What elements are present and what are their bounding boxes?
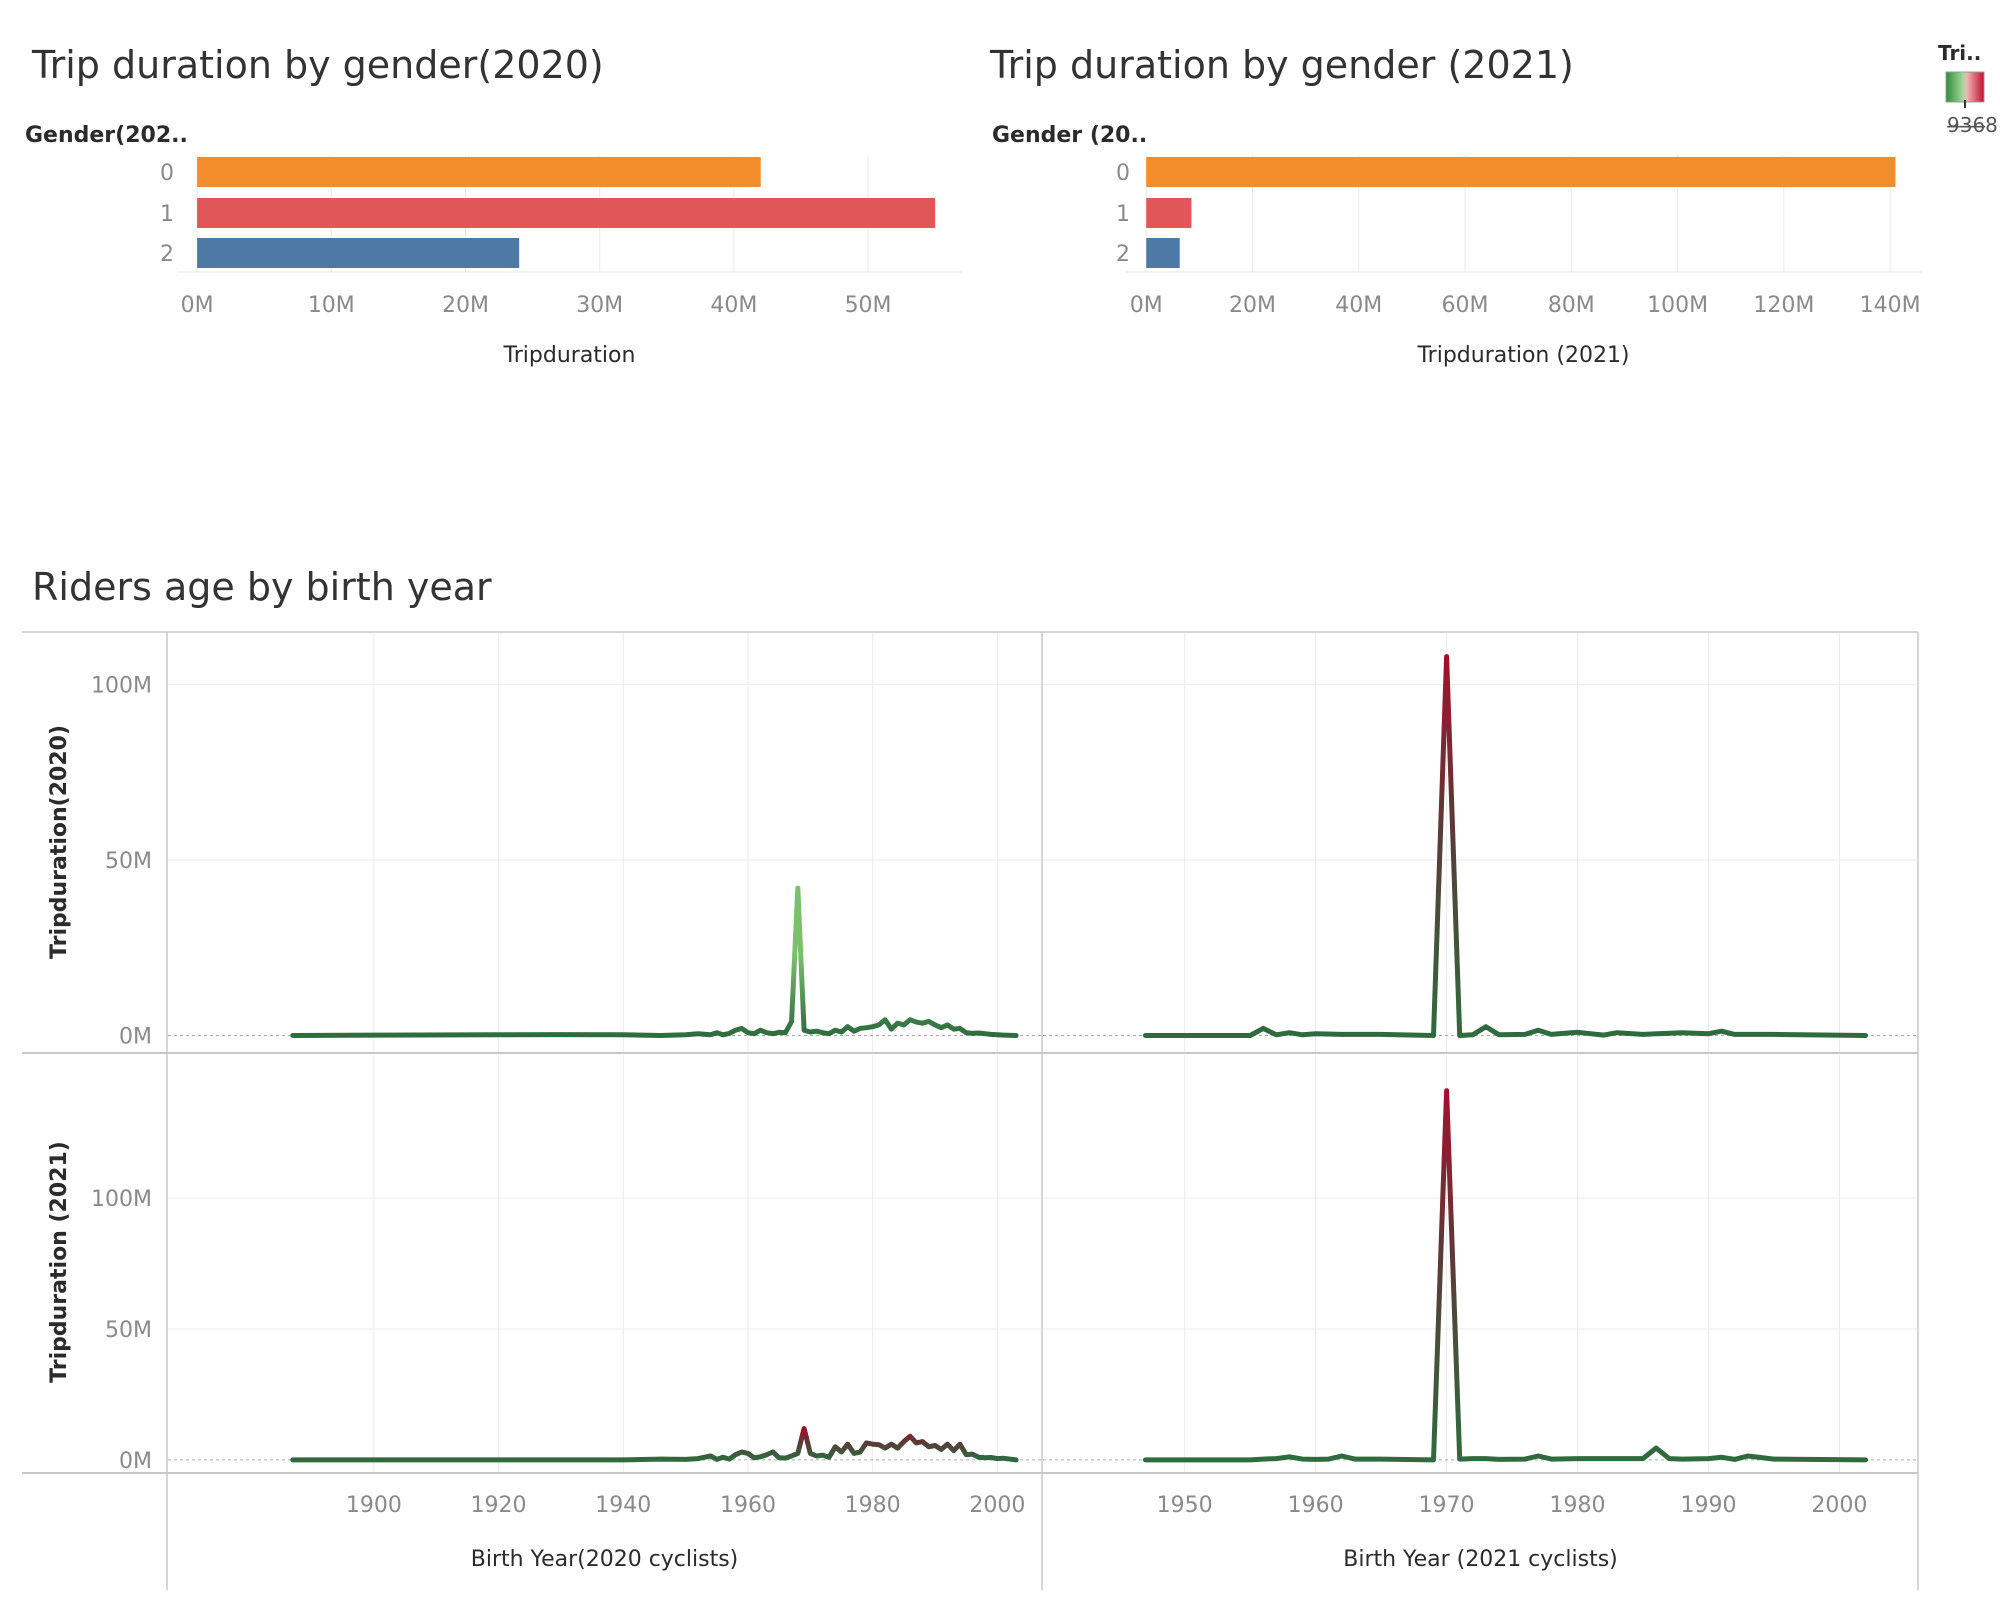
birth-year-line-grid: 0M 50M 100M 0M 50M 100M Tripduration(2020) Trip… xyxy=(22,631,1919,1590)
bar2021-gender-header: Gender (20.. xyxy=(992,123,1147,148)
bar2020-x-tick-label: 30M xyxy=(576,293,623,318)
line2021_b-series-line[interactable] xyxy=(1142,1088,1869,1463)
line2020_a-series-line[interactable] xyxy=(290,885,1019,1038)
line2021_a-series-line[interactable] xyxy=(1142,654,1869,1038)
row-top-y-tick-label: 0M xyxy=(119,1024,152,1049)
bar2020-category-label: 0 xyxy=(160,161,174,186)
row-top-y-axis-title: Tripduration(2020) xyxy=(47,725,72,959)
bar2020-x-axis-title: Tripduration xyxy=(503,343,636,368)
lines-title: Riders age by birth year xyxy=(32,565,492,609)
bar2021-x-tick-label: 0M xyxy=(1130,293,1163,318)
right-column-x-tick-label: 1950 xyxy=(1157,1493,1213,1518)
left-column-x-tick-label: 1920 xyxy=(471,1493,527,1518)
row-bottom-y-tick-label: 50M xyxy=(105,1318,152,1343)
bar2020-category-label: 1 xyxy=(160,202,174,227)
bar2021-x-tick-label: 40M xyxy=(1335,293,1382,318)
bar2020-x-tick-label: 50M xyxy=(845,293,892,318)
left-column-x-tick-label: 1960 xyxy=(720,1493,776,1518)
right-column-x-axis-title: Birth Year (2021 cyclists) xyxy=(1343,1547,1618,1572)
bar2021-bar-gender-0[interactable] xyxy=(1146,157,1896,187)
color-legend[interactable]: Tri.. 9̶3̶6̶8 xyxy=(1938,41,1998,137)
legend-range-label: 9̶3̶6̶8 xyxy=(1947,113,1998,137)
bar2021-x-tick-label: 100M xyxy=(1647,293,1708,318)
left-column-x-tick-label: 1980 xyxy=(845,1493,901,1518)
row-bottom-y-tick-label: 0M xyxy=(119,1449,152,1474)
bar2020-bar-gender-0[interactable] xyxy=(197,157,761,187)
left-column-x-tick-label: 1900 xyxy=(346,1493,402,1518)
bar2021-title: Trip duration by gender (2021) xyxy=(989,43,1574,87)
bar2020-bar-gender-1[interactable] xyxy=(197,198,936,228)
bar2020-x-tick-label: 0M xyxy=(181,293,214,318)
right-column-x-tick-label: 1980 xyxy=(1550,1493,1606,1518)
row-top-y-tick-label: 100M xyxy=(91,674,152,699)
bar2021-x-tick-label: 20M xyxy=(1229,293,1276,318)
legend-color-ramp xyxy=(1945,71,1985,103)
bar2020-gender-header: Gender(202.. xyxy=(25,123,188,148)
bar2020-x-tick-label: 20M xyxy=(442,293,489,318)
bar2021-category-label: 1 xyxy=(1116,202,1130,227)
row-top-y-tick-label: 50M xyxy=(105,849,152,874)
row-bottom-y-axis-title: Tripduration (2021) xyxy=(47,1141,72,1383)
bar2020-chart: 0M 10M 20M 30M 40M 50M 0 1 2 Tripduration xyxy=(160,155,962,368)
right-column-x-tick-label: 1960 xyxy=(1288,1493,1344,1518)
bar2020-title: Trip duration by gender(2020) xyxy=(31,43,604,87)
bar2021-x-tick-label: 140M xyxy=(1860,293,1921,318)
bar2021-chart: 0M 20M 40M 60M 80M 100M 120M 140M 0 1 2 Tripduratio… xyxy=(1116,155,1922,368)
bar2021-bar-gender-1[interactable] xyxy=(1146,198,1192,228)
bar2020-bar-gender-2[interactable] xyxy=(197,238,520,268)
bar2021-x-tick-label: 80M xyxy=(1548,293,1595,318)
bar2021-category-label: 2 xyxy=(1116,242,1130,267)
row-bottom-y-tick-label: 100M xyxy=(91,1187,152,1212)
right-column-x-tick-label: 1970 xyxy=(1419,1493,1475,1518)
bar2020-category-label: 2 xyxy=(160,242,174,267)
right-column-x-tick-label: 1990 xyxy=(1680,1493,1736,1518)
left-column-x-tick-label: 1940 xyxy=(595,1493,651,1518)
bar2021-x-tick-label: 60M xyxy=(1442,293,1489,318)
bar2021-x-axis-title: Tripduration (2021) xyxy=(1416,343,1629,368)
bar2021-category-label: 0 xyxy=(1116,161,1130,186)
legend-title: Tri.. xyxy=(1938,41,1981,65)
right-column-x-tick-label: 2000 xyxy=(1811,1493,1867,1518)
bar2020-x-tick-label: 10M xyxy=(308,293,355,318)
bar2020-x-tick-label: 40M xyxy=(710,293,757,318)
left-column-x-axis-title: Birth Year(2020 cyclists) xyxy=(471,1547,739,1572)
left-column-x-tick-label: 2000 xyxy=(969,1493,1025,1518)
line2020_b-series-line[interactable] xyxy=(290,1426,1019,1463)
bar2021-bar-gender-2[interactable] xyxy=(1146,238,1180,268)
bar2021-x-tick-label: 120M xyxy=(1753,293,1814,318)
